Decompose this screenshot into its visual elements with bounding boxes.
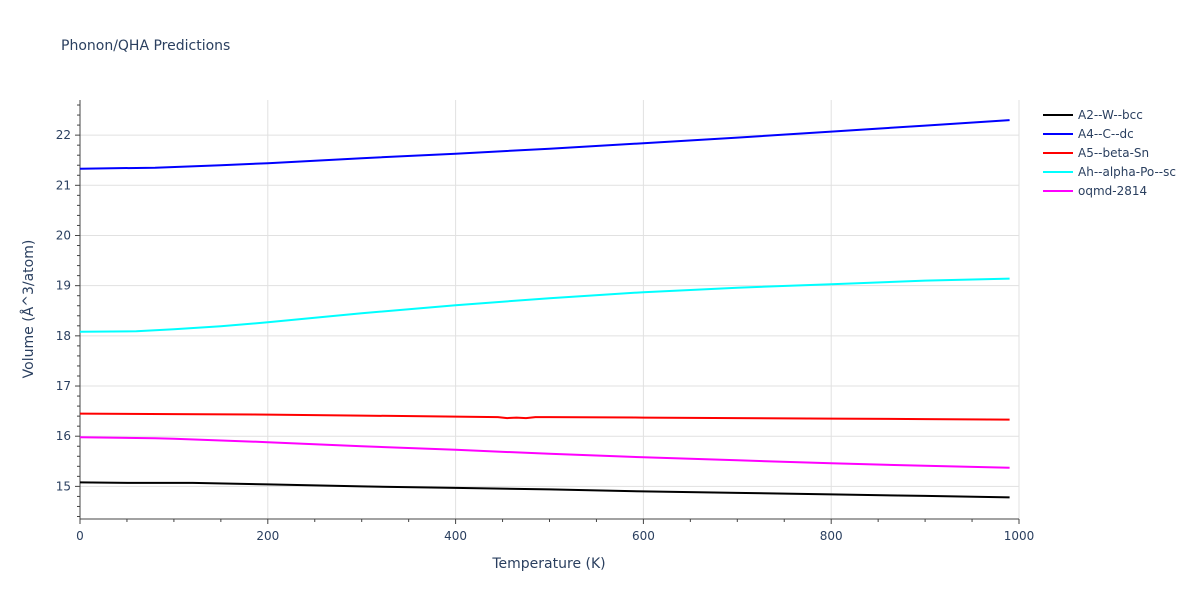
x-tick-label: 400 [444,529,467,543]
legend-label-3: A5--beta-Sn [1078,146,1149,160]
y-axis-title: Volume (Å^3/atom) [20,240,37,379]
y-tick-label: 17 [56,379,71,393]
y-tick-label: 20 [56,228,71,242]
y-tick-label: 21 [56,178,71,192]
y-tick-label: 18 [56,329,71,343]
x-tick-label: 800 [820,529,843,543]
x-tick-label: 1000 [1004,529,1035,543]
y-tick-label: 15 [56,479,71,493]
y-tick-label: 16 [56,429,71,443]
grid-lines [80,100,1020,519]
series-line-4 [79,277,1010,333]
x-tick-label: 600 [632,529,655,543]
series-line-2 [79,119,1010,170]
plot-area [79,119,1010,499]
series-line-1 [79,481,1010,499]
legend-label-5: oqmd-2814 [1078,184,1147,198]
x-axis-title: Temperature (K) [491,556,605,572]
series-line-3 [79,412,1010,421]
axes: 15 16 17 18 19 20 21 22 0 200 400 600 800 1000 [56,100,1035,543]
legend-label-4: Ah--alpha-Po--sc [1078,165,1176,179]
legend: A2--W--bcc A4--C--dc A5--beta-Sn Ah--alpha-… [1043,108,1176,198]
x-tick-label: 0 [76,529,84,543]
legend-label-2: A4--C--dc [1078,127,1134,141]
series-line-5 [79,436,1010,469]
y-tick-label: 22 [56,128,71,142]
x-tick-label: 200 [256,529,279,543]
legend-label-1: A2--W--bcc [1078,108,1143,122]
y-tick-label: 19 [56,279,71,293]
chart-title: Phonon/QHA Predictions [61,38,230,54]
